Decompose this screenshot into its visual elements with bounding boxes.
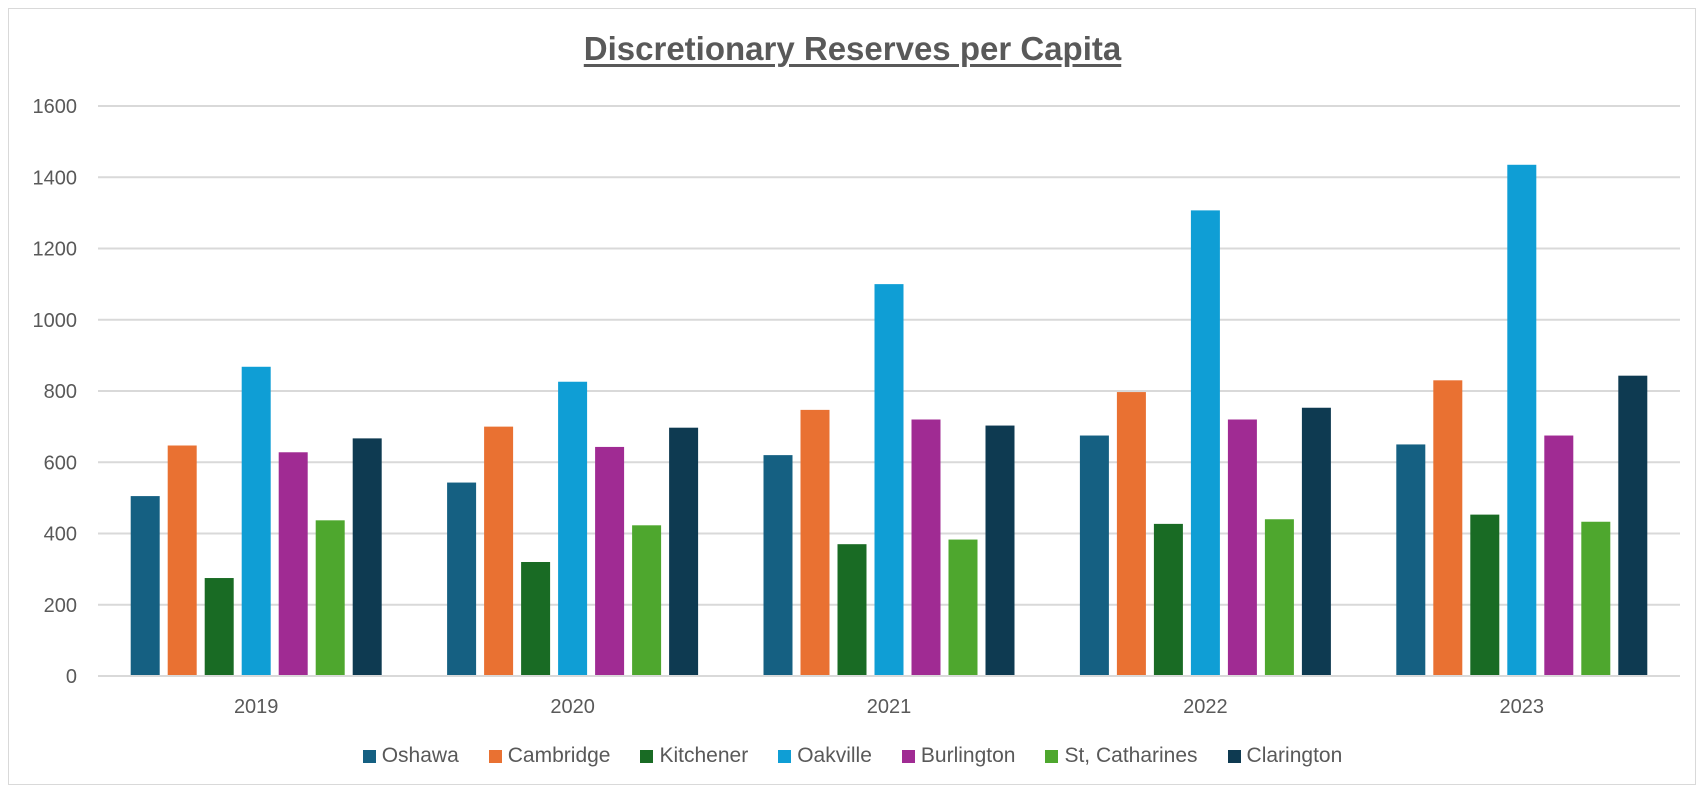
bar-clarington-2023 bbox=[1618, 375, 1648, 676]
legend-item: Cambridge bbox=[488, 744, 611, 768]
x-tick-label: 2019 bbox=[234, 696, 279, 718]
bar-oshawa-2023 bbox=[1396, 444, 1426, 676]
bar-st-catharines-2021 bbox=[948, 539, 978, 676]
bar-cambridge-2022 bbox=[1116, 392, 1146, 676]
legend-swatch bbox=[488, 749, 502, 763]
bar-clarington-2020 bbox=[669, 427, 699, 676]
bar-oshawa-2022 bbox=[1079, 435, 1109, 676]
legend-label: St, Catharines bbox=[1064, 744, 1198, 767]
bar-oakville-2023 bbox=[1507, 164, 1537, 676]
legend: Oshawa Cambridge Kitchener Oakville Burlingt… bbox=[0, 744, 1705, 768]
y-tick-label: 1600 bbox=[33, 96, 78, 118]
bar-cambridge-2021 bbox=[800, 409, 830, 676]
bar-burlington-2023 bbox=[1544, 435, 1574, 676]
y-tick-label: 1000 bbox=[33, 310, 78, 332]
legend-item: Clarington bbox=[1227, 744, 1343, 768]
legend-label: Burlington bbox=[920, 744, 1016, 767]
legend-item: Oakville bbox=[778, 744, 872, 768]
bars bbox=[130, 164, 1648, 676]
legend-label: Cambridge bbox=[507, 744, 611, 767]
legend-item: Kitchener bbox=[640, 744, 748, 768]
bar-clarington-2021 bbox=[985, 425, 1015, 676]
x-tick-label: 2023 bbox=[1500, 696, 1545, 718]
bar-burlington-2019 bbox=[278, 452, 308, 676]
legend-label: Oshawa bbox=[381, 744, 459, 767]
bar-kitchener-2022 bbox=[1153, 523, 1183, 676]
legend-swatch bbox=[1045, 749, 1059, 763]
bar-kitchener-2021 bbox=[837, 544, 867, 676]
legend-swatch bbox=[640, 749, 654, 763]
legend-item: Burlington bbox=[901, 744, 1016, 768]
y-axis: 0 200 400 600 800 1000 1200 1400 1600 bbox=[33, 96, 78, 688]
bar-kitchener-2019 bbox=[204, 578, 234, 676]
bar-cambridge-2023 bbox=[1433, 380, 1463, 676]
legend-item: St, Catharines bbox=[1045, 744, 1198, 768]
y-tick-label: 0 bbox=[66, 666, 77, 688]
bar-oshawa-2021 bbox=[763, 455, 793, 676]
bar-kitchener-2020 bbox=[521, 562, 551, 676]
legend-swatch bbox=[1227, 749, 1241, 763]
chart-title: Discretionary Reserves per Capita bbox=[583, 30, 1122, 67]
bar-clarington-2019 bbox=[352, 438, 382, 676]
x-tick-label: 2021 bbox=[867, 696, 912, 718]
bar-burlington-2021 bbox=[911, 419, 941, 676]
x-tick-label: 2020 bbox=[550, 696, 595, 718]
x-tick-label: 2022 bbox=[1183, 696, 1228, 718]
y-tick-label: 200 bbox=[44, 595, 77, 617]
legend-swatch bbox=[362, 749, 376, 763]
bar-burlington-2020 bbox=[595, 446, 625, 676]
bar-oshawa-2019 bbox=[130, 496, 160, 676]
y-tick-label: 1400 bbox=[33, 167, 78, 189]
bar-oshawa-2020 bbox=[447, 482, 477, 676]
bar-st-catharines-2022 bbox=[1264, 519, 1294, 676]
legend-label: Clarington bbox=[1246, 744, 1343, 767]
bar-clarington-2022 bbox=[1301, 407, 1331, 676]
bar-oakville-2021 bbox=[874, 284, 904, 676]
bar-burlington-2022 bbox=[1227, 419, 1257, 676]
bar-cambridge-2020 bbox=[484, 426, 514, 676]
bar-st-catharines-2020 bbox=[632, 525, 662, 676]
y-tick-label: 400 bbox=[44, 524, 77, 546]
legend-label: Oakville bbox=[797, 744, 872, 767]
y-tick-label: 1200 bbox=[33, 239, 78, 261]
bar-st-catharines-2019 bbox=[315, 520, 345, 676]
bar-cambridge-2019 bbox=[167, 445, 197, 676]
legend-item: Oshawa bbox=[362, 744, 459, 768]
bar-oakville-2020 bbox=[558, 381, 588, 676]
y-tick-label: 600 bbox=[44, 452, 77, 474]
bar-st-catharines-2023 bbox=[1581, 521, 1611, 676]
legend-swatch bbox=[778, 749, 792, 763]
bar-oakville-2019 bbox=[241, 366, 271, 676]
legend-label: Kitchener bbox=[659, 744, 749, 767]
legend-swatch bbox=[901, 749, 915, 763]
y-tick-label: 800 bbox=[44, 381, 77, 403]
bar-oakville-2022 bbox=[1190, 210, 1220, 676]
bar-kitchener-2023 bbox=[1470, 514, 1500, 676]
x-axis: 2019 2020 2021 2022 2023 bbox=[98, 675, 1680, 718]
